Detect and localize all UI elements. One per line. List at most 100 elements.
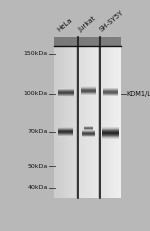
Bar <box>81 90 96 91</box>
Bar <box>55 37 56 198</box>
Bar <box>74 37 75 198</box>
Bar <box>84 126 93 127</box>
Bar <box>82 134 95 135</box>
Bar <box>58 129 73 130</box>
Bar <box>57 37 58 198</box>
Bar <box>58 134 73 135</box>
Bar <box>58 134 73 135</box>
Bar <box>95 37 96 198</box>
Text: Jurkat: Jurkat <box>77 15 97 33</box>
Text: 40kDa: 40kDa <box>27 185 48 190</box>
Bar <box>97 37 98 198</box>
Bar <box>88 37 89 198</box>
Bar <box>82 136 95 137</box>
Text: 70kDa: 70kDa <box>27 129 48 134</box>
Bar <box>76 37 77 198</box>
Bar <box>103 90 118 91</box>
Bar <box>84 130 93 131</box>
Bar <box>58 90 74 91</box>
Bar <box>82 132 95 133</box>
Bar <box>58 135 73 136</box>
Bar <box>84 128 93 129</box>
Bar <box>117 37 118 198</box>
Bar <box>58 96 74 97</box>
Bar <box>63 37 64 198</box>
Bar <box>102 134 119 135</box>
Bar <box>101 37 102 198</box>
Bar <box>103 93 118 94</box>
Bar <box>58 92 74 93</box>
Bar <box>103 92 118 93</box>
Bar <box>102 135 119 136</box>
Bar <box>81 92 96 93</box>
Bar <box>102 37 103 198</box>
Bar <box>102 130 119 131</box>
Bar <box>81 88 96 89</box>
Bar <box>103 88 118 89</box>
Bar <box>79 37 80 198</box>
Bar <box>65 37 66 198</box>
Bar <box>58 37 59 198</box>
Bar <box>93 37 94 198</box>
Bar <box>58 127 73 128</box>
Bar <box>81 94 96 95</box>
Bar <box>70 37 71 198</box>
Bar <box>81 92 96 93</box>
Text: 150kDa: 150kDa <box>24 51 48 56</box>
Bar <box>58 128 73 129</box>
Bar <box>58 128 73 129</box>
Bar <box>66 37 67 198</box>
Text: 50kDa: 50kDa <box>28 164 48 169</box>
Bar <box>85 37 86 198</box>
Bar <box>99 37 100 198</box>
Bar <box>102 127 119 128</box>
Bar <box>103 88 118 89</box>
Bar <box>81 86 96 87</box>
Bar <box>105 37 106 198</box>
Bar <box>82 131 95 132</box>
Bar <box>84 128 93 129</box>
Bar <box>102 131 119 132</box>
Bar <box>58 94 74 95</box>
Bar <box>86 37 87 198</box>
Bar <box>103 92 118 93</box>
Bar <box>103 89 118 90</box>
Bar <box>103 37 104 198</box>
Bar <box>58 130 73 131</box>
Bar <box>89 37 90 198</box>
Bar <box>103 94 118 95</box>
Bar <box>82 136 95 137</box>
Bar <box>58 91 74 92</box>
Bar <box>81 88 96 89</box>
Bar <box>58 136 73 137</box>
Bar <box>87 37 88 198</box>
Bar <box>58 129 73 130</box>
Bar <box>103 89 118 90</box>
Bar <box>71 37 72 198</box>
Bar <box>91 37 92 198</box>
Bar <box>58 96 74 97</box>
Bar <box>58 94 74 95</box>
Bar <box>64 37 65 198</box>
Bar <box>102 130 119 131</box>
Bar <box>81 87 96 88</box>
Bar <box>118 37 119 198</box>
Bar <box>82 133 95 134</box>
Bar <box>119 37 120 198</box>
Bar <box>81 37 82 198</box>
Bar <box>54 37 121 46</box>
Bar <box>98 37 99 198</box>
Bar <box>112 37 113 198</box>
Bar <box>107 37 108 198</box>
Bar <box>102 136 119 137</box>
Bar <box>73 37 74 198</box>
Bar <box>102 138 119 139</box>
Bar <box>75 37 76 198</box>
Bar <box>82 37 83 198</box>
Bar <box>94 37 95 198</box>
Bar <box>60 37 61 198</box>
Bar <box>102 133 119 134</box>
Bar <box>102 129 119 130</box>
Bar <box>54 37 55 198</box>
Bar <box>114 37 115 198</box>
